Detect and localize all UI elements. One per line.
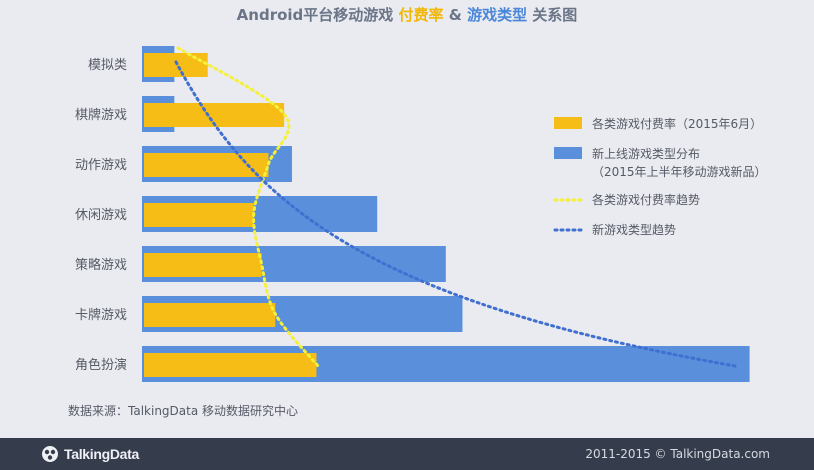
legend-label-1: 各类游戏付费率（2015年6月） [592, 116, 762, 131]
trend-lines [174, 46, 737, 368]
title-ampersand: & [443, 6, 468, 24]
yellow-bar-4 [144, 203, 254, 227]
logo-mark-icon [42, 446, 58, 462]
category-label-5: 策略游戏 [75, 257, 127, 273]
category-label-6: 卡牌游戏 [75, 307, 127, 323]
category-label-4: 休闲游戏 [75, 208, 127, 223]
yellow-bar-6 [144, 303, 276, 327]
yellow-bar-5 [144, 253, 262, 277]
category-label-7: 角色扮演 [75, 357, 127, 373]
footer-bar: TalkingData 2011-2015 © TalkingData.com [0, 438, 814, 470]
category-label-3: 动作游戏 [75, 158, 127, 173]
title-prefix: Android平台移动游戏 [236, 6, 399, 24]
chart-title: Android平台移动游戏 付费率 & 游戏类型 关系图 [0, 4, 814, 25]
yellow-bar-7 [144, 353, 317, 377]
legend-swatch-1 [554, 117, 582, 129]
title-suffix: 关系图 [527, 6, 578, 24]
yellow-bar-1 [144, 53, 208, 77]
legend-label-4: 新游戏类型趋势 [592, 222, 676, 237]
brand-name: TalkingData [64, 446, 140, 462]
data-source-note: 数据来源：TalkingData 移动数据研究中心 [68, 404, 299, 418]
category-label-1: 模拟类 [88, 58, 127, 73]
game-type-trend-line [174, 60, 737, 368]
talkingdata-logo: TalkingData [40, 445, 139, 463]
copyright-text: 2011-2015 © TalkingData.com [585, 447, 770, 461]
category-label-2: 棋牌游戏 [75, 107, 127, 123]
title-payment-rate: 付费率 [398, 6, 444, 24]
legend-label-2-line2: （2015年上半年移动游戏新品） [592, 164, 767, 179]
legend-label-2: 新上线游戏类型分布 [592, 146, 700, 161]
payment-rate-trend-line [176, 46, 320, 368]
legend-label-3: 各类游戏付费率趋势 [592, 192, 700, 207]
legend: 各类游戏付费率（2015年6月） 新上线游戏类型分布 （2015年上半年移动游戏新品… [553, 116, 767, 237]
title-game-type: 游戏类型 [467, 6, 528, 24]
legend-swatch-2 [554, 147, 582, 159]
